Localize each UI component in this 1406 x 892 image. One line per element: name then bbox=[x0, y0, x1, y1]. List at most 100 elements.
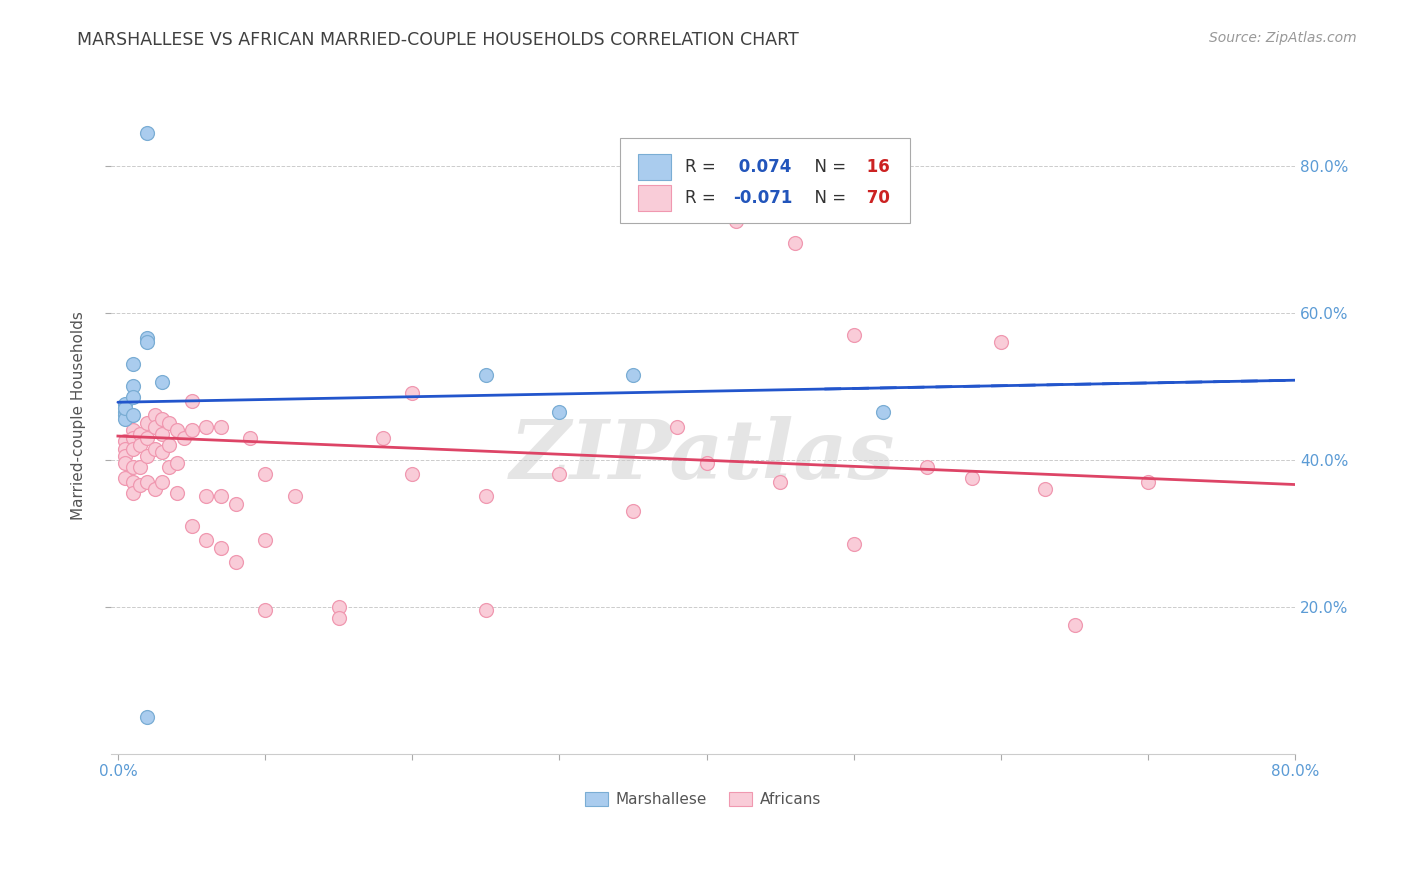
Point bbox=[159, 416, 181, 430]
Text: R =: R = bbox=[685, 189, 721, 207]
Point bbox=[129, 426, 152, 441]
Point bbox=[960, 471, 983, 485]
Point bbox=[621, 504, 644, 518]
Point bbox=[143, 442, 166, 456]
Point bbox=[621, 368, 644, 382]
Point bbox=[401, 467, 423, 482]
Point bbox=[136, 475, 159, 489]
Text: ZIPatlas: ZIPatlas bbox=[510, 416, 896, 496]
Point bbox=[114, 409, 136, 423]
Text: 0.074: 0.074 bbox=[733, 158, 792, 176]
Y-axis label: Married-couple Households: Married-couple Households bbox=[72, 311, 86, 520]
FancyBboxPatch shape bbox=[638, 153, 671, 179]
Point bbox=[114, 405, 136, 419]
Point bbox=[783, 235, 806, 250]
Text: R =: R = bbox=[685, 158, 721, 176]
Point bbox=[114, 442, 136, 456]
Point bbox=[136, 126, 159, 140]
Text: MARSHALLESE VS AFRICAN MARRIED-COUPLE HOUSEHOLDS CORRELATION CHART: MARSHALLESE VS AFRICAN MARRIED-COUPLE HO… bbox=[77, 31, 799, 49]
Point bbox=[283, 489, 305, 503]
Point bbox=[121, 485, 143, 500]
Point bbox=[475, 603, 498, 617]
Point bbox=[129, 438, 152, 452]
Point bbox=[150, 376, 173, 390]
Point bbox=[195, 419, 218, 434]
Text: -0.071: -0.071 bbox=[733, 189, 792, 207]
Point bbox=[159, 438, 181, 452]
Text: Source: ZipAtlas.com: Source: ZipAtlas.com bbox=[1209, 31, 1357, 45]
Point bbox=[166, 456, 188, 470]
Point bbox=[842, 537, 865, 551]
Point bbox=[475, 489, 498, 503]
Point bbox=[917, 459, 939, 474]
Point bbox=[725, 213, 748, 227]
Point bbox=[328, 599, 350, 614]
FancyBboxPatch shape bbox=[638, 185, 671, 211]
Point bbox=[180, 393, 202, 408]
Point bbox=[401, 386, 423, 401]
Point bbox=[666, 419, 689, 434]
Point bbox=[1063, 618, 1085, 632]
Point bbox=[150, 426, 173, 441]
Point bbox=[166, 423, 188, 437]
Point bbox=[136, 449, 159, 463]
Point bbox=[114, 456, 136, 470]
Point bbox=[159, 459, 181, 474]
Point bbox=[143, 409, 166, 423]
Point bbox=[254, 603, 277, 617]
Point bbox=[114, 401, 136, 416]
Text: 16: 16 bbox=[860, 158, 890, 176]
Text: N =: N = bbox=[804, 158, 851, 176]
Point bbox=[548, 405, 571, 419]
Point bbox=[209, 541, 232, 555]
Point bbox=[548, 467, 571, 482]
Point bbox=[1033, 482, 1056, 496]
Point bbox=[121, 442, 143, 456]
Point bbox=[842, 327, 865, 342]
Point bbox=[150, 412, 173, 426]
Point bbox=[121, 475, 143, 489]
Point bbox=[114, 449, 136, 463]
Point bbox=[114, 397, 136, 411]
Point bbox=[129, 478, 152, 492]
Point bbox=[129, 459, 152, 474]
Point bbox=[254, 467, 277, 482]
Point bbox=[475, 368, 498, 382]
FancyBboxPatch shape bbox=[620, 138, 910, 223]
Text: 70: 70 bbox=[860, 189, 890, 207]
Point bbox=[769, 475, 792, 489]
Point bbox=[195, 533, 218, 548]
Point bbox=[180, 423, 202, 437]
Point bbox=[136, 430, 159, 444]
Point bbox=[1137, 475, 1160, 489]
Point bbox=[225, 497, 247, 511]
Point bbox=[254, 533, 277, 548]
Point bbox=[114, 412, 136, 426]
Point bbox=[143, 419, 166, 434]
Point bbox=[121, 423, 143, 437]
Point bbox=[180, 518, 202, 533]
Point bbox=[121, 379, 143, 393]
Point bbox=[114, 434, 136, 449]
Point bbox=[209, 489, 232, 503]
Point bbox=[166, 485, 188, 500]
Point bbox=[143, 482, 166, 496]
Point bbox=[371, 430, 394, 444]
Point bbox=[696, 456, 718, 470]
Text: N =: N = bbox=[804, 189, 851, 207]
Point bbox=[121, 409, 143, 423]
Point bbox=[121, 459, 143, 474]
Point bbox=[114, 471, 136, 485]
Point bbox=[121, 390, 143, 404]
Point bbox=[239, 430, 262, 444]
Point bbox=[136, 416, 159, 430]
Point bbox=[150, 445, 173, 459]
Point bbox=[990, 334, 1012, 349]
Point bbox=[225, 556, 247, 570]
Point bbox=[121, 357, 143, 371]
Legend: Marshallese, Africans: Marshallese, Africans bbox=[578, 786, 828, 814]
Point bbox=[136, 334, 159, 349]
Point bbox=[799, 195, 821, 210]
Point bbox=[173, 430, 195, 444]
Point bbox=[121, 430, 143, 444]
